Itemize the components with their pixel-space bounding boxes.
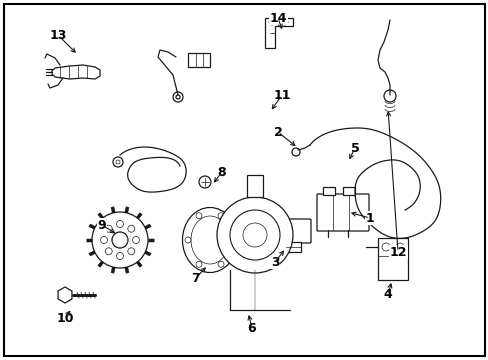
- Text: 11: 11: [273, 89, 290, 102]
- Text: 5: 5: [350, 141, 359, 154]
- Circle shape: [176, 95, 180, 99]
- Circle shape: [116, 252, 123, 260]
- Circle shape: [101, 237, 107, 243]
- Circle shape: [217, 197, 292, 273]
- Text: 1: 1: [365, 212, 374, 225]
- Polygon shape: [52, 65, 100, 79]
- Circle shape: [113, 157, 123, 167]
- Circle shape: [196, 213, 202, 219]
- Circle shape: [105, 248, 112, 255]
- Circle shape: [184, 237, 191, 243]
- FancyBboxPatch shape: [276, 219, 310, 243]
- Circle shape: [92, 212, 148, 268]
- Polygon shape: [264, 18, 292, 48]
- Circle shape: [218, 261, 224, 267]
- Circle shape: [218, 213, 224, 219]
- Circle shape: [127, 225, 135, 232]
- Circle shape: [383, 90, 395, 102]
- Circle shape: [199, 176, 210, 188]
- Bar: [323, 187, 334, 195]
- Ellipse shape: [182, 207, 237, 273]
- Circle shape: [395, 243, 403, 251]
- FancyBboxPatch shape: [316, 194, 368, 231]
- Text: 13: 13: [49, 28, 66, 41]
- Bar: [342, 187, 354, 195]
- Bar: [285, 242, 301, 252]
- Text: 3: 3: [270, 256, 279, 269]
- Text: 6: 6: [247, 321, 256, 334]
- Circle shape: [105, 225, 112, 232]
- Text: 14: 14: [269, 12, 286, 24]
- Text: 8: 8: [217, 166, 226, 179]
- Circle shape: [282, 19, 287, 25]
- Circle shape: [228, 237, 235, 243]
- Text: 4: 4: [383, 288, 391, 302]
- Bar: [246, 175, 263, 197]
- Circle shape: [268, 19, 274, 25]
- Text: 10: 10: [56, 311, 74, 324]
- Circle shape: [112, 232, 128, 248]
- Ellipse shape: [191, 216, 228, 264]
- Circle shape: [116, 220, 123, 228]
- Circle shape: [173, 92, 183, 102]
- Bar: [187, 53, 209, 67]
- Text: 12: 12: [388, 246, 406, 258]
- Circle shape: [132, 237, 139, 243]
- Text: 7: 7: [191, 271, 200, 284]
- Circle shape: [196, 261, 202, 267]
- Circle shape: [243, 223, 266, 247]
- Circle shape: [381, 243, 389, 251]
- Circle shape: [116, 160, 120, 164]
- Polygon shape: [58, 287, 72, 303]
- Circle shape: [229, 210, 280, 260]
- Text: 2: 2: [273, 126, 282, 139]
- Bar: [377, 238, 407, 280]
- Circle shape: [127, 248, 135, 255]
- Circle shape: [291, 148, 299, 156]
- Text: 9: 9: [98, 219, 106, 231]
